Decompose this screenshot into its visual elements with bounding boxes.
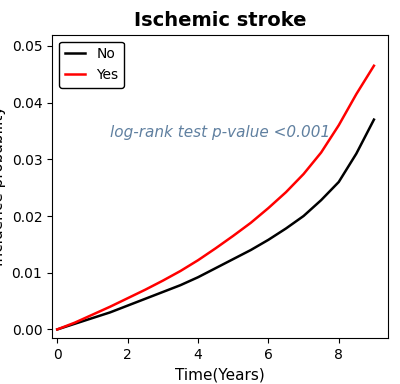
No xyxy=(266,238,271,242)
Yes xyxy=(55,327,60,332)
Line: Yes: Yes xyxy=(57,66,374,329)
Yes xyxy=(336,123,341,127)
No xyxy=(319,198,324,202)
Yes xyxy=(372,63,376,68)
No xyxy=(108,310,112,315)
No xyxy=(160,290,165,294)
Yes xyxy=(108,305,112,309)
No xyxy=(336,180,341,184)
No xyxy=(178,283,183,288)
Yes xyxy=(248,220,253,225)
Yes xyxy=(284,190,288,195)
No xyxy=(90,316,95,320)
Yes xyxy=(196,258,200,263)
Title: Ischemic stroke: Ischemic stroke xyxy=(134,11,306,30)
Yes xyxy=(266,206,271,210)
Yes xyxy=(319,150,324,155)
Yes xyxy=(72,320,77,325)
No xyxy=(143,296,148,301)
Yes xyxy=(354,92,359,96)
No xyxy=(231,257,236,262)
No xyxy=(55,327,60,332)
Line: No: No xyxy=(57,119,374,329)
No xyxy=(354,151,359,156)
Y-axis label: Incidence probability: Incidence probability xyxy=(0,106,6,266)
Yes xyxy=(301,172,306,176)
No xyxy=(72,321,77,326)
Yes xyxy=(178,269,183,273)
No xyxy=(284,226,288,231)
No xyxy=(213,266,218,270)
No xyxy=(125,303,130,308)
X-axis label: Time(Years): Time(Years) xyxy=(175,367,265,382)
Yes xyxy=(125,296,130,301)
Yes xyxy=(160,278,165,283)
Yes xyxy=(231,233,236,238)
No xyxy=(196,275,200,280)
No xyxy=(372,117,376,122)
Yes xyxy=(143,287,148,292)
Yes xyxy=(213,246,218,251)
No xyxy=(301,214,306,218)
Legend: No, Yes: No, Yes xyxy=(59,41,124,88)
Yes xyxy=(90,312,95,317)
Text: log-rank test p-value <0.001: log-rank test p-value <0.001 xyxy=(110,125,330,140)
No xyxy=(248,248,253,252)
